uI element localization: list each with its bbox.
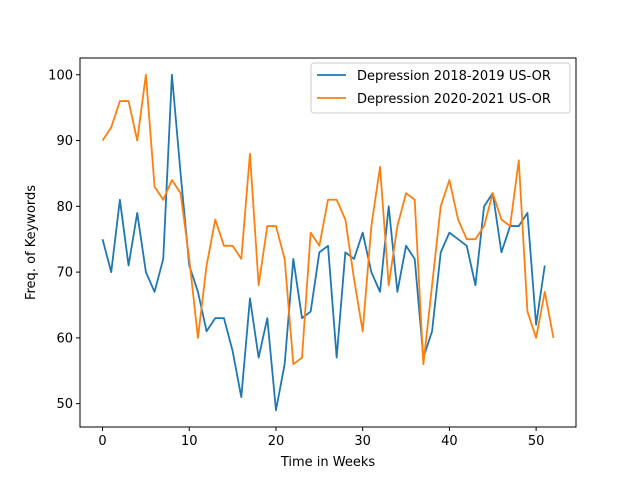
x-tick-label: 30 <box>354 434 371 449</box>
x-axis-ticks: 0 10 20 30 40 50 <box>98 427 544 449</box>
x-tick-label: 50 <box>528 434 545 449</box>
y-tick-label: 80 <box>56 200 73 215</box>
y-tick-label: 50 <box>56 397 73 412</box>
axes-frame <box>79 57 577 428</box>
y-axis-ticks: 50 60 70 80 90 100 <box>48 68 80 412</box>
y-tick-label: 60 <box>56 331 73 346</box>
legend-box <box>310 62 571 114</box>
x-tick-label: 0 <box>98 434 106 449</box>
y-tick-label: 90 <box>56 134 73 149</box>
plot-area <box>101 73 555 412</box>
y-tick-label: 100 <box>48 68 73 83</box>
series-line-2 <box>101 73 555 366</box>
legend: Depression 2018-2019 US-OR Depression 20… <box>310 62 571 114</box>
series-line-1 <box>101 73 546 412</box>
y-axis-label: Freq. of Keywords <box>24 185 39 300</box>
legend-label-series-1: Depression 2018-2019 US-OR <box>357 69 551 84</box>
legend-label-series-2: Depression 2020-2021 US-OR <box>357 92 551 107</box>
x-axis-label: Time in Weeks <box>280 455 376 470</box>
x-tick-label: 20 <box>268 434 285 449</box>
x-tick-label: 40 <box>441 434 458 449</box>
y-tick-label: 70 <box>56 266 73 281</box>
x-tick-label: 10 <box>181 434 198 449</box>
